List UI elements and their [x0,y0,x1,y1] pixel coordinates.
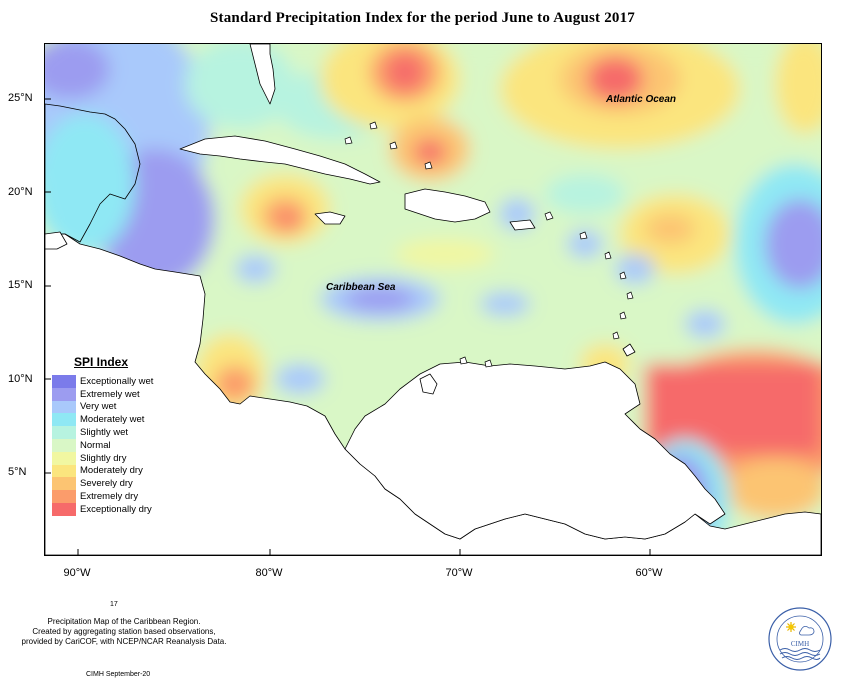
legend-swatch [52,387,76,401]
legend-label: Extremely dry [80,491,139,503]
y-tick-25n: 25°N [8,92,33,104]
y-tick-5n: 5°N [8,466,27,478]
legend-item: Moderately wet [52,413,172,427]
map-canvas [45,44,821,555]
x-tick-60w: 60°W [635,567,663,579]
x-tick-70w: 70°W [445,567,473,579]
x-tick-80w: 80°W [255,567,283,579]
legend-swatch [52,502,76,516]
legend-item: Normal [52,438,172,452]
legend-item: Exceptionally dry [52,502,172,516]
legend-swatch [52,400,76,414]
land-masses [45,44,821,555]
footer-credit: CIMH September-20 [86,671,151,678]
y-tick-10n: 10°N [8,373,33,385]
legend-label: Slightly dry [80,452,127,464]
logo-text: CIMH [791,640,809,648]
legend-item: Moderately dry [52,464,172,478]
legend-item: Exceptionally wet [52,375,172,388]
footer-description: Precipitation Map of the Caribbean Regio… [4,617,244,647]
legend-label: Severely dry [80,478,133,490]
map-title: Standard Precipitation Index for the per… [210,10,635,26]
frame-ticks [45,98,651,555]
legend-label: Exceptionally wet [80,375,154,387]
legend-item: Slightly wet [52,426,172,439]
legend-swatch [52,413,76,427]
legend-items: Exceptionally wet Extremely wet Very wet Mo… [52,375,172,516]
small-islands [344,121,634,368]
legend-swatch [52,426,76,439]
page-number: 17 [110,601,118,608]
spi-legend: SPI Index Exceptionally wet Extremely wet… [52,355,172,516]
y-tick-15n: 15°N [8,279,33,291]
caribbean-sea-label: Caribbean Sea [326,282,396,293]
y-tick-20n: 20°N [8,186,33,198]
legend-item: Slightly dry [52,451,172,465]
cimh-logo: CIMH [767,606,833,672]
legend-label: Moderately wet [80,414,145,426]
legend-swatch [52,438,76,452]
legend-swatch [52,477,76,491]
legend-item: Extremely dry [52,490,172,503]
legend-swatch [52,490,76,503]
legend-swatch [52,375,76,388]
legend-item: Extremely wet [52,387,172,401]
legend-label: Normal [80,439,111,451]
footer-line-3: provided by CariCOF, with NCEP/NCAR Rean… [21,637,227,646]
legend-swatch [52,464,76,478]
spi-map [44,43,822,556]
legend-label: Very wet [80,401,117,413]
legend-item: Very wet [52,400,172,414]
footer-line-1: Precipitation Map of the Caribbean Regio… [47,617,201,626]
legend-title: SPI Index [74,355,129,369]
cimh-logo-icon: CIMH [768,607,832,671]
atlantic-ocean-label: Atlantic Ocean [606,94,677,105]
x-tick-90w: 90°W [63,567,91,579]
legend-label: Slightly wet [80,427,129,439]
legend-label: Extremely wet [80,388,140,400]
legend-label: Exceptionally dry [80,503,152,515]
footer-line-2: Created by aggregating station based obs… [32,627,216,636]
legend-swatch [52,451,76,465]
legend-item: Severely dry [52,477,172,491]
legend-label: Moderately dry [80,465,143,477]
